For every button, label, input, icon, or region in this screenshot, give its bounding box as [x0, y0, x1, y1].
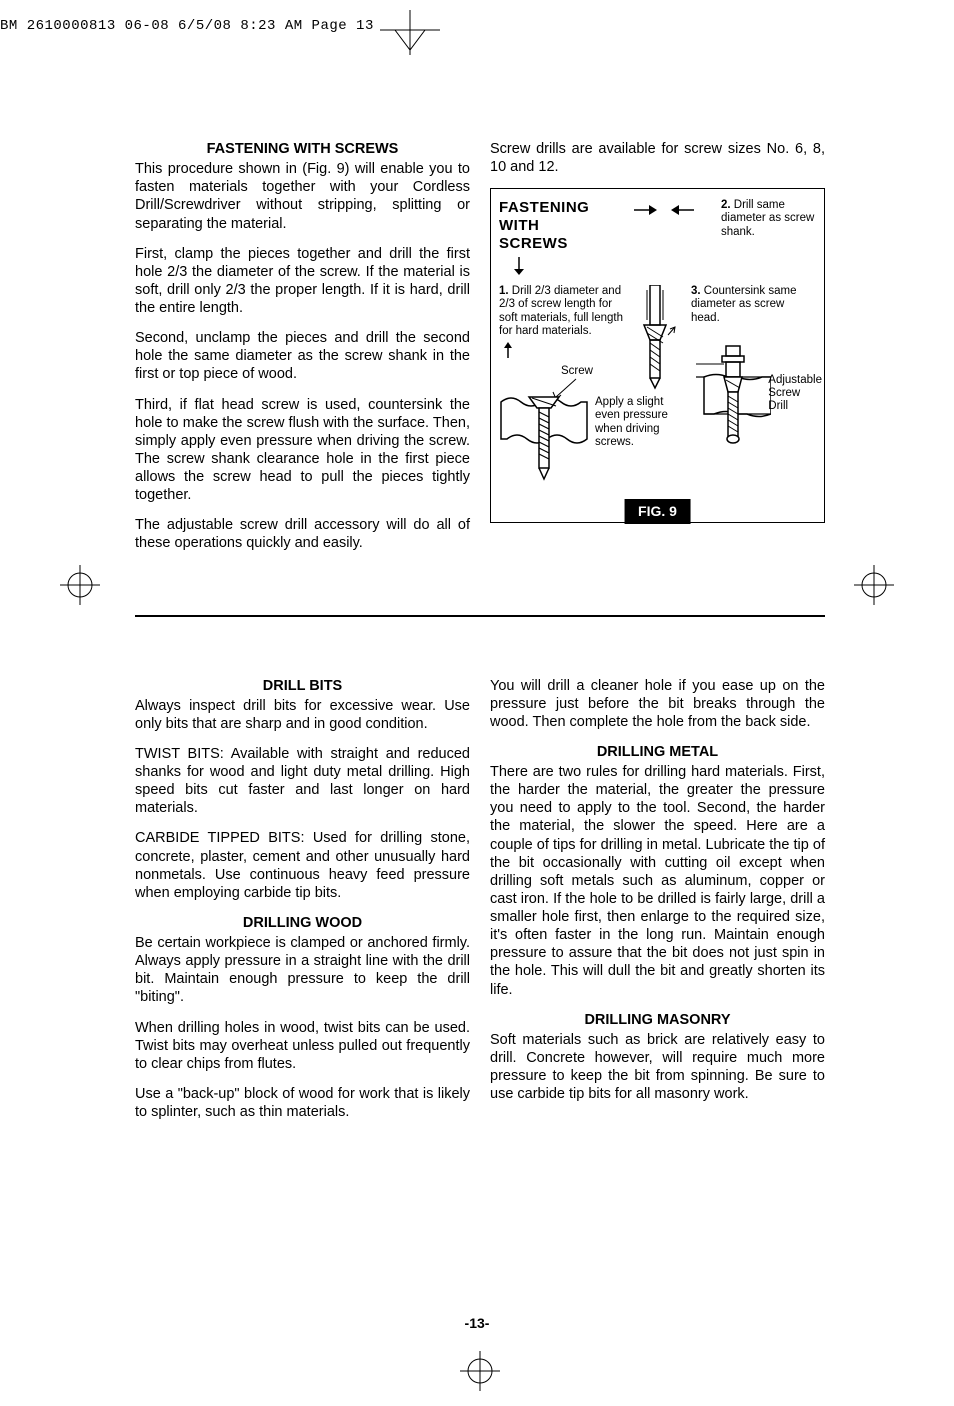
down-arrow-icon	[509, 255, 529, 277]
adj-label-3: Drill	[768, 400, 822, 413]
drill-bits-title: DRILL BITS	[135, 677, 470, 695]
page-corner-mark	[380, 10, 440, 60]
adj-label-2: Screw	[768, 387, 822, 400]
drilling-metal-title: DRILLING METAL	[490, 743, 825, 761]
note2-num: 2.	[721, 199, 731, 211]
drilling-wood-p2: When drilling holes in wood, twist bits …	[135, 1019, 470, 1073]
diag-title-1: FASTENING	[499, 199, 609, 217]
header-metadata: BM 2610000813 06-08 6/5/08 8:23 AM Page …	[0, 18, 374, 34]
note3-text: Countersink same diameter as screw head.	[691, 285, 796, 323]
lower-section: DRILL BITS Always inspect drill bits for…	[135, 677, 825, 1134]
drilling-metal-p1: There are two rules for drilling hard ma…	[490, 763, 825, 999]
page-number: -13-	[0, 1315, 954, 1331]
drill-bits-p1: Always inspect drill bits for excessive …	[135, 697, 470, 733]
diag-title-2: WITH SCREWS	[499, 217, 609, 253]
upper-section: FASTENING WITH SCREWS This procedure sho…	[135, 140, 825, 565]
arrows-top-icon	[629, 201, 699, 219]
adj-label-1: Adjustable	[768, 374, 822, 387]
drilling-masonry-p1: Soft materials such as brick are relativ…	[490, 1031, 825, 1104]
crop-mark-bottom	[455, 1346, 505, 1396]
section-divider	[135, 615, 825, 617]
up-arrow-icon	[501, 340, 515, 360]
adjustable-drill-icon	[696, 344, 771, 469]
note3-num: 3.	[691, 285, 701, 297]
fastening-title: FASTENING WITH SCREWS	[135, 140, 470, 158]
fastening-p5: The adjustable screw drill accessory wil…	[135, 516, 470, 552]
apply-pressure-label: Apply a slight even pressure when drivin…	[595, 396, 690, 449]
figure-label: FIG. 9	[624, 499, 691, 525]
note1-text: Drill 2/3 diameter and 2/3 of screw leng…	[499, 285, 623, 337]
note2-text: Drill same diameter as screw shank.	[721, 199, 814, 237]
crop-mark-left	[55, 560, 105, 610]
page-content: FASTENING WITH SCREWS This procedure sho…	[135, 140, 825, 1133]
screw-sizes-text: Screw drills are available for screw siz…	[490, 140, 825, 176]
fastening-p1: This procedure shown in (Fig. 9) will en…	[135, 160, 470, 233]
upper-left-column: FASTENING WITH SCREWS This procedure sho…	[135, 140, 470, 565]
fastening-p3: Second, unclamp the pieces and drill the…	[135, 329, 470, 383]
fastening-p4: Third, if flat head screw is used, count…	[135, 396, 470, 505]
screw-in-wood-icon	[499, 384, 589, 494]
drill-bits-p3: CARBIDE TIPPED BITS: Used for drilling s…	[135, 829, 470, 902]
drilling-wood-p1: Be certain workpiece is clamped or ancho…	[135, 934, 470, 1007]
upper-right-column: Screw drills are available for screw siz…	[490, 140, 825, 565]
wood-continuation: You will drill a cleaner hole if you eas…	[490, 677, 825, 731]
note1-num: 1.	[499, 285, 509, 297]
drilling-wood-p3: Use a "back-up" block of wood for work t…	[135, 1085, 470, 1121]
figure-9-diagram: FASTENING WITH SCREWS	[490, 188, 825, 523]
crop-mark-right	[849, 560, 899, 610]
lower-left-column: DRILL BITS Always inspect drill bits for…	[135, 677, 470, 1134]
fastening-p2: First, clamp the pieces together and dri…	[135, 245, 470, 318]
drill-bits-p2: TWIST BITS: Available with straight and …	[135, 745, 470, 818]
drilling-wood-title: DRILLING WOOD	[135, 914, 470, 932]
drilling-masonry-title: DRILLING MASONRY	[490, 1011, 825, 1029]
lower-right-column: You will drill a cleaner hole if you eas…	[490, 677, 825, 1134]
